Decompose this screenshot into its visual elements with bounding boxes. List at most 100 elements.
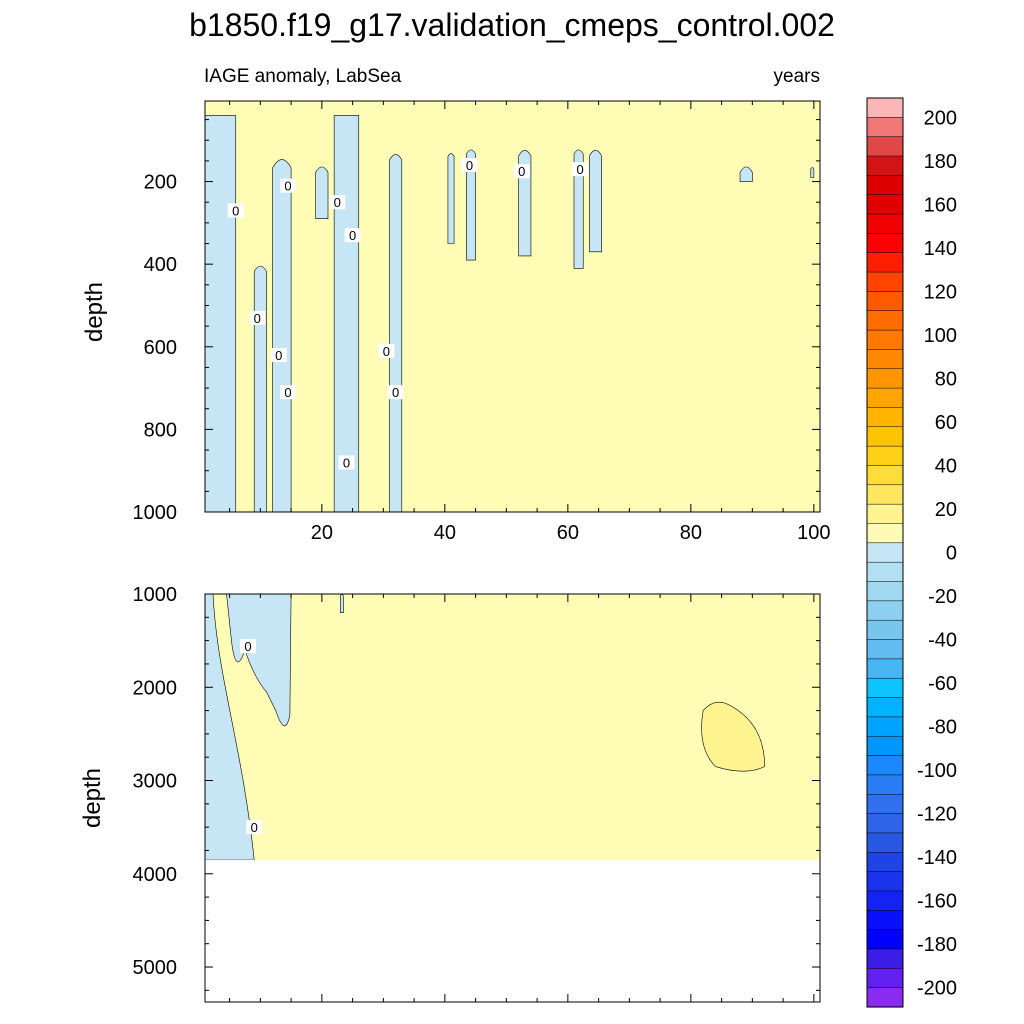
figure-title: b1850.f19_g17.validation_cmeps_control.0…: [189, 7, 835, 43]
contour-label-bg: [329, 195, 346, 210]
upper-negative-region: [466, 149, 476, 261]
colorbar-swatch: [866, 484, 904, 505]
lower-negative-regions: [204, 593, 820, 1002]
colorbar-label: 40: [935, 455, 957, 477]
colorbar-swatch: [866, 890, 904, 911]
colorbar-swatch: [866, 155, 904, 176]
left-string: IAGE anomaly, LabSea: [204, 66, 402, 87]
upper-negative-region: [447, 153, 455, 244]
colorbar-swatch: [866, 639, 904, 660]
colorbar-label: 60: [935, 412, 957, 434]
y-tick-label: 2000: [133, 677, 178, 699]
upper-plot-area: [205, 101, 820, 512]
colorbar-swatch: [866, 542, 904, 563]
contour-label-bg: [338, 455, 355, 470]
contour-label-bg: [572, 162, 589, 177]
x-tick-label: 40: [434, 522, 456, 544]
upper-ticks: 20 40 60 80 100 200 400 600 800 1000: [133, 101, 831, 544]
contour-label: 0: [518, 164, 525, 179]
contour-label: 0: [383, 344, 390, 359]
lower-ticks: 1000 2000 3000 4000 5000: [133, 584, 820, 1002]
colorbar-swatch: [866, 445, 904, 467]
contour-label-bg: [387, 385, 404, 400]
colorbar-swatch: [866, 271, 904, 292]
upper-panel: 0 0 0 0 0 0 0 0 0 0 0 0 0 20 40 60 80 100 200 400 600 800 100…: [81, 100, 831, 544]
colorbar-swatch: [866, 175, 904, 196]
colorbar-label: -40: [928, 630, 957, 652]
contour-label: 0: [244, 639, 251, 654]
colorbar-swatch: [866, 291, 904, 312]
upper-plot-frame: [204, 100, 821, 513]
upper-negative-region: [589, 150, 602, 253]
upper-negative-region: [315, 166, 329, 220]
contour-label: 0: [343, 455, 350, 470]
y-tick-label: 1000: [133, 584, 178, 606]
contour-label: 0: [349, 228, 356, 243]
colorbar-labels: 200180160140120100806040200-20-40-60-80-…: [917, 107, 957, 999]
contour-label: 0: [392, 385, 399, 400]
colorbar-swatch: [866, 387, 904, 408]
colorbar-swatch: [866, 813, 904, 834]
contour-label: 0: [577, 162, 584, 177]
contour-label: 0: [466, 158, 473, 173]
y-tick-label: 5000: [133, 957, 178, 979]
colorbar-label: 100: [924, 325, 957, 347]
colorbar: [866, 97, 904, 1008]
colorbar-label: -120: [917, 804, 957, 826]
y-tick-label: 800: [144, 419, 177, 441]
contour-label: 0: [251, 820, 258, 835]
colorbar-swatch: [866, 794, 904, 815]
y-tick-label: 1000: [133, 502, 178, 524]
contour-label-bg: [378, 343, 395, 358]
x-tick-label: 100: [797, 522, 830, 544]
colorbar-swatch: [866, 117, 904, 138]
colorbar-swatch: [866, 233, 904, 254]
colorbar-label: -20: [928, 586, 957, 608]
y-tick-label: 600: [144, 337, 177, 359]
colorbar-swatch: [866, 619, 904, 641]
contour-label-bg: [513, 164, 530, 179]
colorbar-swatch: [866, 561, 904, 583]
lower-plot-frame: [204, 593, 821, 1003]
colorbar-swatch: [866, 252, 904, 273]
colorbar-swatch: [866, 581, 904, 602]
colorbar-swatch: [866, 503, 904, 525]
colorbar-swatch: [866, 329, 904, 350]
x-tick-label: 20: [311, 522, 333, 544]
upper-negative-region: [204, 115, 237, 513]
colorbar-swatch: [866, 523, 904, 544]
right-string: years: [774, 66, 820, 87]
colorbar-swatch: [866, 465, 904, 486]
contour-label-bg: [240, 639, 257, 654]
colorbar-swatch: [866, 136, 904, 157]
colorbar-swatch: [866, 948, 904, 969]
upper-negative-region: [333, 115, 360, 513]
contour-label-bg: [270, 348, 287, 363]
colorbar-swatch: [866, 929, 904, 950]
colorbar-frame: [866, 97, 904, 1008]
colorbar-swatch: [866, 407, 904, 428]
colorbar-label: 200: [924, 107, 957, 129]
contour-label: 0: [284, 179, 291, 194]
contour-label-bg: [344, 228, 361, 243]
colorbar-label: 0: [946, 543, 957, 565]
contour-label: 0: [284, 385, 291, 400]
colorbar-label: -200: [917, 978, 957, 1000]
upper-negative-region: [739, 166, 753, 182]
colorbar-label: 20: [935, 499, 957, 521]
colorbar-label: -180: [917, 934, 957, 956]
contour-label: 0: [275, 348, 282, 363]
colorbar-label: -60: [928, 673, 957, 695]
upper-negative-region: [253, 265, 267, 513]
y-tick-label: 4000: [133, 864, 178, 886]
contour-label-bg: [280, 385, 297, 400]
colorbar-label: -100: [917, 760, 957, 782]
colorbar-swatch: [866, 832, 904, 853]
upper-ylabel: depth: [81, 282, 108, 342]
colorbar-label: 120: [924, 281, 957, 303]
colorbar-swatch: [866, 774, 904, 795]
colorbar-label: 140: [924, 238, 957, 260]
contour-label-bg: [249, 310, 266, 325]
